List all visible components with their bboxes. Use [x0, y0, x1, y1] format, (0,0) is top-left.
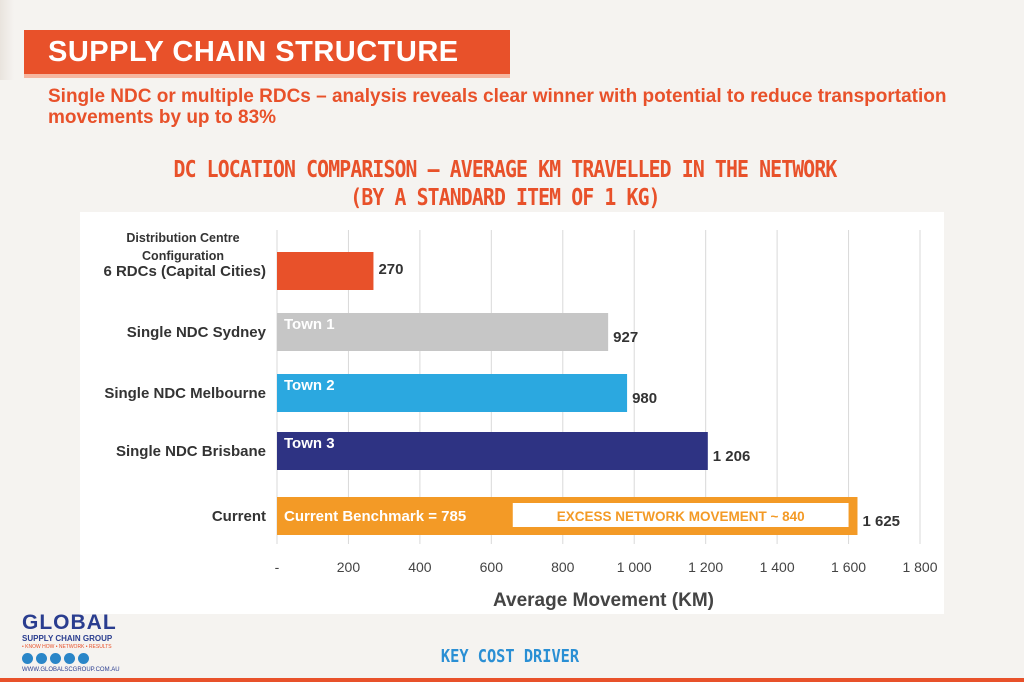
logo-circle-icon: [36, 653, 47, 664]
bar: [277, 432, 708, 470]
logo-circle-icon: [78, 653, 89, 664]
x-tick-label: 400: [408, 559, 432, 575]
x-tick-label: -: [275, 559, 280, 575]
key-cost-driver-label: KEY COST DRIVER: [440, 646, 580, 667]
category-label: 6 RDCs (Capital Cities): [103, 263, 266, 280]
x-tick-label: 1 800: [902, 559, 937, 575]
x-tick-label: 1 400: [760, 559, 795, 575]
x-tick-label: 1 200: [688, 559, 723, 575]
x-tick-label: 1 000: [617, 559, 652, 575]
logo-sub: SUPPLY CHAIN GROUP: [22, 634, 113, 643]
x-tick-label: 200: [337, 559, 361, 575]
bar: [277, 374, 628, 412]
logo-word: GLOBAL: [22, 611, 117, 634]
bar: [277, 252, 374, 290]
data-label: 270: [378, 261, 403, 278]
bar-inner-label: Town 1: [284, 316, 335, 333]
logo-circle-icon: [64, 653, 75, 664]
chart-heading-line2: (BY A STANDARD ITEM OF 1 KG): [350, 185, 660, 211]
logo-circle-icon: [22, 653, 33, 664]
data-label: 927: [613, 329, 638, 346]
logo-icons: [22, 653, 132, 664]
bar-inner-label: Town 3: [284, 435, 335, 452]
bar: [277, 313, 609, 351]
chart-panel: - 200 400 600 800 1 000 1 200 1 400 1 600 1 800 Av…: [80, 212, 944, 614]
bar-inner-label: Town 2: [284, 377, 335, 394]
bottom-accent-line: [0, 678, 1024, 682]
left-edge-accent: [0, 0, 14, 80]
x-tick-label: 800: [551, 559, 575, 575]
bar-chart: - 200 400 600 800 1 000 1 200 1 400 1 600 1 800 Av…: [103, 230, 938, 611]
x-tick-label: 1 600: [831, 559, 866, 575]
category-axis-title-line2: Configuration: [142, 249, 224, 263]
bar-inner-label: Current Benchmark = 785: [284, 508, 466, 525]
excess-annotation-text: EXCESS NETWORK MOVEMENT ~ 840: [557, 509, 805, 524]
category-label: Current: [212, 508, 266, 525]
category-axis-title-line1: Distribution Centre: [126, 231, 239, 245]
data-label: 1 206: [713, 448, 751, 465]
slide-subtitle: Single NDC or multiple RDCs – analysis r…: [48, 86, 947, 128]
slide-title: SUPPLY CHAIN STRUCTURE: [24, 30, 510, 78]
data-label: 980: [632, 390, 657, 407]
chart-heading: DC LOCATION COMPARISON – AVERAGE KM TRAV…: [157, 156, 854, 212]
logo-circle-icon: [50, 653, 61, 664]
category-label: Single NDC Brisbane: [116, 443, 266, 460]
excess-annotation-box: [512, 503, 849, 527]
x-tick-label: 600: [480, 559, 504, 575]
data-label: 1 625: [862, 513, 900, 530]
category-label: Single NDC Melbourne: [104, 385, 266, 402]
logo-tagline: • KNOW HOW • NETWORK • RESULTS: [22, 644, 112, 650]
company-logo: GLOBAL SUPPLY CHAIN GROUP • KNOW HOW • N…: [22, 612, 132, 678]
category-label: Single NDC Sydney: [127, 324, 267, 341]
logo-url: WWW.GLOBALSCGROUP.COM.AU: [22, 667, 120, 673]
x-axis-title: Average Movement (KM): [493, 590, 714, 611]
chart-heading-line1: DC LOCATION COMPARISON – AVERAGE KM TRAV…: [173, 157, 838, 183]
